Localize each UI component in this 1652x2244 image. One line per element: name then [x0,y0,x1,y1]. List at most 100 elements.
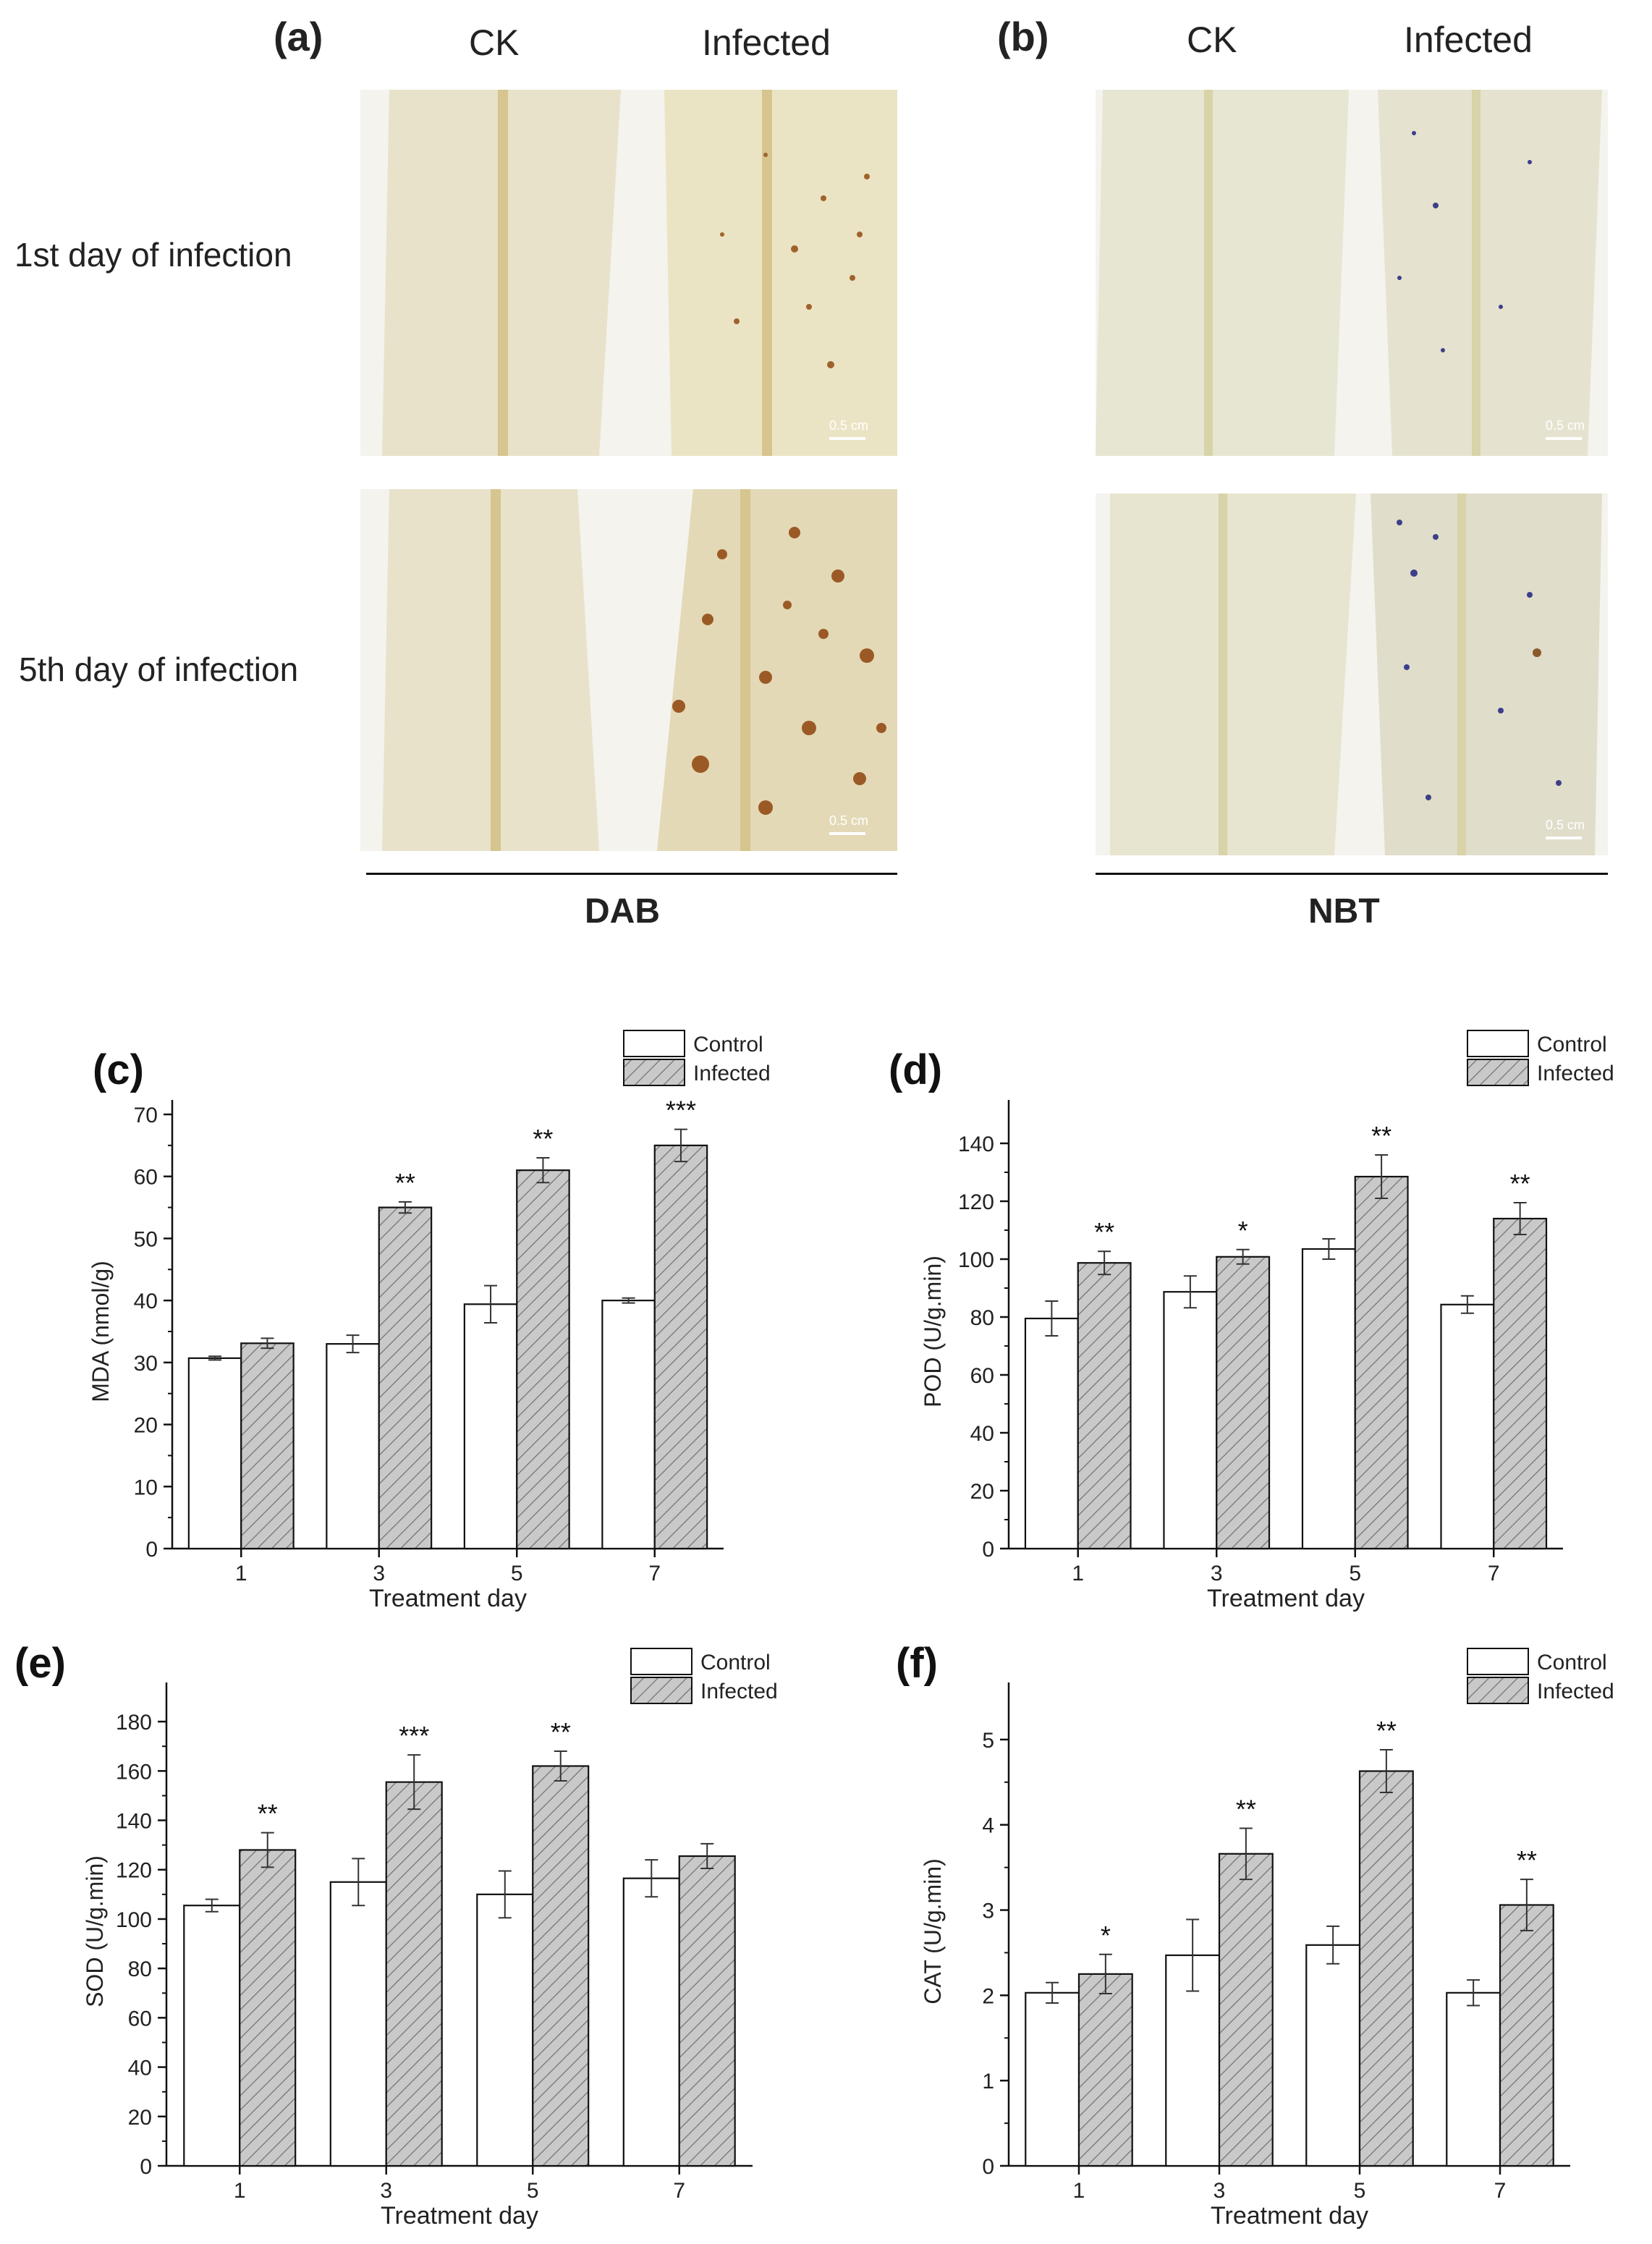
y-tick-label: 10 [134,1475,158,1499]
y-tick-label: 5 [982,1729,994,1753]
bar-infected [1218,1853,1274,2167]
significance-label: ** [258,1799,278,1829]
y-tick-label: 2 [982,1984,994,2008]
x-tick-label: 7 [1488,1562,1500,1585]
x-tick-label: 1 [235,1562,247,1585]
y-tick-label: 60 [134,1166,158,1190]
bar-control [1440,1303,1495,1550]
significance-label: ** [1371,1121,1392,1151]
y-tick-label: 60 [128,2007,152,2031]
legend-label-infected: Infected [1537,1062,1614,1085]
dab-underline [366,873,897,875]
legend-label-infected: Infected [1537,1680,1614,1703]
bar-control [1163,1291,1218,1550]
legend-label-control: Control [700,1651,771,1674]
legend: Control Infected [623,1030,771,1086]
y-tick-label: 1 [982,2070,994,2093]
legend-label-infected: Infected [693,1062,771,1085]
bar-control [1301,1248,1356,1550]
bar-infected [532,1765,590,2167]
y-tick-label: 30 [134,1352,158,1376]
y-tick-label: 140 [116,1810,152,1834]
y-tick-label: 100 [116,1908,152,1932]
y-tick-label: 100 [958,1248,994,1272]
significance-label: *** [666,1096,696,1125]
bar-infected [239,1849,297,2167]
y-tick-label: 160 [116,1760,152,1784]
legend-swatch-control [1467,1648,1529,1675]
x-tick-label: 5 [511,1562,523,1585]
x-tick-label: 7 [673,2179,685,2203]
x-tick-label: 1 [1072,1562,1084,1585]
bar-control [183,1905,241,2167]
panel-a-label: (a) [274,14,323,59]
legend: Control Infected [1467,1030,1614,1086]
bar-control [1446,1991,1501,2167]
legend-swatch-control [623,1030,685,1057]
x-axis-label: Treatment day [381,2202,538,2230]
bar-control [326,1343,380,1550]
stain-label-nbt: NBT [1308,892,1380,931]
y-tick-label: 70 [134,1104,158,1127]
significance-label: ** [1236,1794,1256,1824]
nbt-underline [1096,873,1608,875]
legend-label-infected: Infected [700,1680,778,1703]
significance-label: ** [1376,1716,1397,1745]
bar-infected [1358,1770,1414,2167]
bar-infected [1499,1904,1554,2167]
scale-bar-label: 0.5 cm [829,813,868,828]
y-tick-label: 140 [958,1132,994,1156]
y-tick-label: 120 [116,1859,152,1883]
legend-swatch-infected [623,1059,685,1086]
significance-label: *** [399,1721,429,1750]
photo-dab-day1-image: 0.5 cm [360,90,897,456]
bar-infected [378,1206,433,1550]
photo-nbt-day5-image: 0.5 cm [1096,494,1608,855]
scale-bar-label: 0.5 cm [1546,418,1585,433]
x-tick-label: 1 [234,2179,246,2203]
y-axis-label: CAT (U/g.min) [920,1858,946,2004]
y-axis-label: MDA (nmol/g) [88,1261,114,1402]
significance-label: ** [1510,1169,1530,1198]
panel-b-col-infected: Infected [1404,20,1533,60]
row-label-day5: 5th day of infection [19,651,299,688]
x-tick-label: 3 [1211,1562,1223,1585]
x-tick-label: 3 [380,2179,392,2203]
x-tick-label: 7 [648,1562,661,1585]
panel-b-label: (b) [997,14,1049,59]
bar-control [1024,1317,1079,1550]
y-tick-label: 0 [982,2155,994,2179]
y-axis-label: POD (U/g.min) [920,1256,946,1407]
legend-swatch-infected [1467,1677,1529,1704]
legend: Control Infected [1467,1648,1614,1704]
bar-infected [1354,1175,1409,1550]
bar-control [1025,1991,1080,2167]
y-tick-label: 4 [982,1814,994,1838]
panel-label-f: (f) [896,1640,938,1687]
y-tick-label: 40 [970,1422,994,1446]
significance-label: ** [551,1717,571,1747]
y-tick-label: 120 [958,1190,994,1214]
bar-control [601,1300,656,1550]
chart-f: (f) 0 1 2 3 4 5 CAT (U/g.min) Treatment day 1 * 3 **… [896,1640,1614,2230]
x-tick-label: 3 [1213,2179,1226,2203]
chart-d: (d) 0 20 40 60 80 100 120 140 POD (U/g.min) Treatm… [889,1030,1614,1612]
significance-label: ** [1517,1845,1537,1875]
x-axis-label: Treatment day [369,1585,527,1612]
photo-dab-day5-image: 0.5 cm [360,489,897,851]
bar-infected [678,1855,736,2167]
chart-c: (c) 0 10 20 30 40 50 60 70 MDA (nmol/g) Treatment … [88,1030,771,1612]
y-axis-label: SOD (U/g.min) [82,1855,108,2007]
stain-label-dab: DAB [585,892,660,931]
x-tick-label: 5 [527,2179,539,2203]
bar-control [187,1357,242,1550]
legend: Control Infected [630,1648,778,1704]
scale-bar-label: 0.5 cm [829,418,868,433]
y-tick-label: 60 [970,1364,994,1388]
photo-nbt-day1: 0.5 cm [1096,90,1608,456]
panel-label-d: (d) [889,1046,942,1093]
y-tick-label: 3 [982,1900,994,1923]
x-tick-label: 3 [373,1562,385,1585]
panel-label-e: (e) [14,1640,66,1687]
